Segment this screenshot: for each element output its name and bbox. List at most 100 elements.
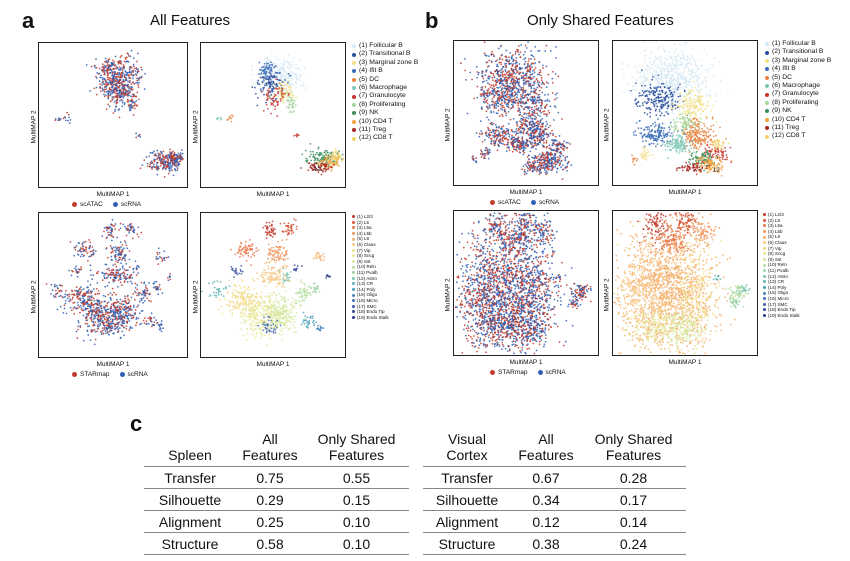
umap-point [107, 91, 110, 94]
umap-point [272, 227, 275, 229]
umap-point [496, 72, 499, 75]
umap-point [341, 153, 344, 156]
umap-point [236, 307, 239, 310]
umap-point [276, 115, 279, 118]
umap-point [271, 305, 274, 307]
umap-point [93, 87, 96, 90]
umap-point [169, 272, 171, 275]
umap-point [97, 290, 100, 292]
umap-point [275, 76, 278, 78]
umap-point [254, 92, 257, 95]
umap-point [119, 60, 122, 63]
umap-point [225, 287, 227, 290]
umap-point [285, 252, 288, 254]
umap-point [318, 256, 321, 258]
umap-point [130, 49, 133, 52]
umap-point [178, 156, 181, 159]
umap-point [153, 158, 156, 161]
umap-point [114, 228, 116, 230]
umap-point [124, 89, 127, 92]
umap-point [512, 54, 514, 56]
umap-point [84, 294, 87, 297]
umap-point [123, 257, 126, 260]
legend-swatch [352, 119, 356, 124]
umap-point [313, 165, 316, 168]
umap-point [102, 322, 105, 325]
umap-point [266, 93, 269, 95]
umap-point [149, 163, 152, 166]
umap-point [288, 229, 291, 232]
umap-point [132, 225, 134, 228]
umap-point [90, 314, 93, 316]
umap-point [266, 277, 269, 280]
umap-point [339, 155, 342, 158]
umap-point [160, 159, 163, 162]
umap-point [79, 326, 82, 329]
legend-label: scRNA [120, 201, 142, 208]
umap-point [107, 96, 109, 99]
legend-item: (12) Astro [352, 276, 389, 282]
umap-point [545, 81, 548, 84]
umap-point [249, 318, 251, 321]
umap-point [552, 70, 554, 73]
umap-point [238, 307, 241, 310]
umap-point [127, 60, 130, 63]
umap-point [76, 293, 79, 296]
umap-point [312, 257, 315, 260]
umap-point [144, 286, 147, 289]
umap-point [118, 84, 121, 87]
legend-label: (12) CD8 T [359, 134, 393, 142]
umap-point [270, 307, 272, 310]
umap-point [281, 85, 283, 88]
umap-point [523, 79, 526, 81]
umap-point [508, 93, 511, 96]
umap-point [222, 295, 225, 298]
umap-point [98, 72, 101, 75]
umap-point [540, 77, 543, 79]
umap-point [74, 246, 77, 249]
umap-point [158, 324, 161, 326]
umap-point [309, 294, 312, 297]
umap-point [280, 93, 283, 96]
umap-point [271, 277, 274, 280]
legend-label: (8) Proliferating [359, 100, 406, 108]
umap-point [170, 158, 173, 161]
umap-point [115, 265, 118, 268]
umap-point [124, 277, 127, 280]
umap-point [325, 163, 328, 166]
umap-point [488, 87, 490, 90]
umap-point [322, 253, 325, 255]
umap-point [270, 88, 273, 90]
umap-point [260, 69, 263, 71]
umap-point [469, 71, 472, 74]
celltype-legend-cortex-a: (1) L2/3 (2) L5 (3) L5a (4) L5b (5) L6 (6) Cl… [352, 214, 389, 320]
umap-point [237, 291, 240, 294]
umap-point [106, 317, 109, 320]
umap-point [109, 307, 112, 310]
umap-point [121, 105, 124, 108]
umap-point [123, 240, 126, 242]
umap-point [245, 296, 248, 299]
umap-point [294, 302, 296, 305]
umap-point [274, 310, 276, 313]
umap-point [529, 73, 532, 76]
umap-point [267, 58, 269, 61]
umap-point [302, 288, 305, 291]
umap-point [266, 324, 269, 327]
umap-point [107, 97, 110, 100]
umap-point [258, 319, 261, 322]
umap-point [324, 170, 327, 173]
umap-point [111, 314, 114, 317]
umap-point [274, 105, 276, 108]
umap-point [152, 151, 154, 154]
umap-point [535, 78, 538, 80]
umap-point [263, 62, 266, 65]
umap-point [239, 252, 242, 255]
umap-point [260, 306, 263, 309]
umap-point [248, 316, 251, 319]
umap-point [106, 256, 109, 259]
umap-point [123, 272, 126, 275]
umap-point [121, 248, 124, 251]
umap-point [254, 308, 257, 311]
umap-point [333, 161, 336, 164]
